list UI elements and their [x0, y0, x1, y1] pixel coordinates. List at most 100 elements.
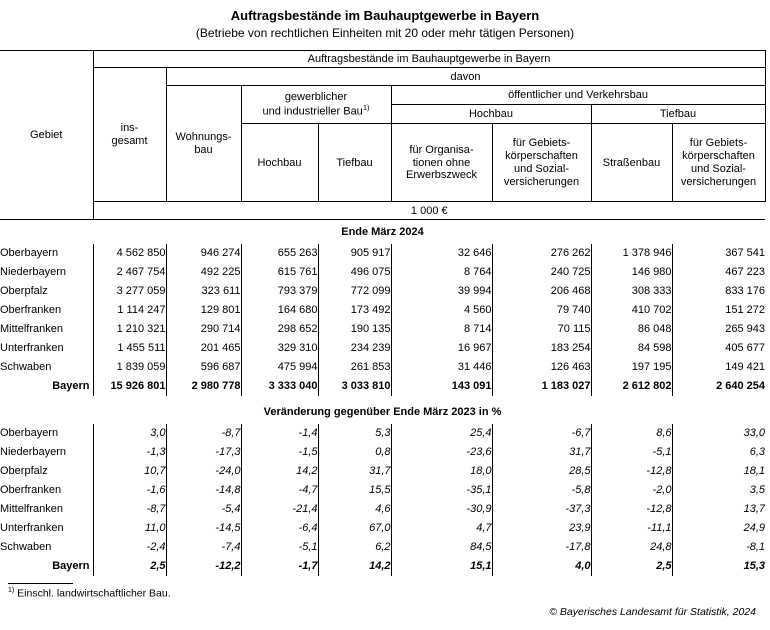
value-cell: 8,6: [591, 423, 673, 443]
table-row: Oberpfalz 10,7 -24,0 14,2 31,7 18,0 28,5 -12,8 1…: [0, 461, 766, 481]
value-cell: 4 560: [391, 300, 493, 320]
footnote-ref-icon: 1): [362, 103, 370, 113]
value-cell: 206 468: [492, 281, 592, 301]
footnote-text: Einschl. landwirtschaftlicher Bau.: [17, 587, 171, 600]
value-cell: 2,5: [93, 556, 167, 576]
value-cell: 18,1: [743, 465, 766, 478]
value-cell: 146 980: [591, 262, 673, 282]
value-cell: 772 099: [318, 281, 392, 301]
value-cell: 23,9: [492, 518, 592, 538]
value-cell: -37,3: [492, 499, 592, 519]
header-gebiet: Gebiet: [0, 50, 94, 221]
value-cell: -7,4: [166, 537, 242, 557]
value-cell: 84 598: [591, 338, 673, 358]
value-cell: 183 254: [492, 338, 592, 358]
header-hochbau-group: Hochbau: [391, 104, 592, 125]
value-cell: -2,0: [591, 480, 673, 500]
header-span-title: Auftragsbestände im Bauhauptgewerbe in B…: [93, 50, 766, 69]
table-row: Bayern 2,5 -12,2 -1,7 14,2 15,1 4,0 2,5 15,3: [0, 556, 765, 576]
region-label: Niederbayern: [0, 442, 94, 462]
value-cell: 323 611: [166, 281, 242, 301]
value-cell: 3,5: [749, 484, 766, 497]
value-cell: 290 714: [166, 319, 242, 339]
value-cell: 173 492: [318, 300, 392, 320]
value-cell: 39 994: [391, 281, 493, 301]
value-cell: 197 195: [591, 357, 673, 377]
region-label: Oberpfalz: [0, 461, 94, 481]
value-cell: -12,8: [591, 499, 673, 519]
value-cell: 15,1: [391, 556, 493, 576]
table-body: Gebiet Auftragsbestände im Bauhauptgewer…: [0, 50, 766, 576]
value-cell: 33,0: [743, 427, 766, 440]
region-label: Oberpfalz: [0, 281, 94, 301]
value-cell: 946 274: [166, 243, 242, 263]
value-cell: 4,6: [318, 499, 392, 519]
value-cell: -6,4: [241, 518, 319, 538]
value-cell: 1 839 059: [93, 357, 167, 377]
value-cell: 265 943: [725, 323, 766, 336]
value-cell: -8,1: [746, 541, 766, 554]
region-label: Oberbayern: [0, 243, 94, 263]
value-cell: 24,8: [591, 537, 673, 557]
value-cell: -1,5: [241, 442, 319, 462]
value-cell: 329 310: [241, 338, 319, 358]
table-row: Oberfranken -1,6 -14,8 -4,7 15,5 -35,1 -5,8 -2,…: [0, 480, 766, 500]
value-cell: 151 272: [725, 304, 766, 317]
value-cell: -4,7: [241, 480, 319, 500]
value-cell: 240 725: [492, 262, 592, 282]
table-row: Oberpfalz 3 277 059 323 611 793 379 772 099 3…: [0, 281, 766, 301]
value-cell: 11,0: [93, 518, 167, 538]
section-heading: Ende März 2024: [341, 226, 424, 239]
value-cell: 3,0: [93, 423, 167, 443]
value-cell: -5,1: [241, 537, 319, 557]
value-cell: 2 467 754: [93, 262, 167, 282]
value-cell: 4,0: [492, 556, 592, 576]
value-cell: -21,4: [241, 499, 319, 519]
header-unit: 1 000 €: [93, 201, 766, 221]
value-cell: 615 761: [241, 262, 319, 282]
footnote: 1) Einschl. landwirtschaftlicher Bau.: [8, 587, 770, 600]
value-cell: -6,7: [492, 423, 592, 443]
value-cell: -1,3: [93, 442, 167, 462]
region-label: Schwaben: [0, 537, 94, 557]
section-heading: Veränderung gegenüber Ende März 2023 in …: [263, 406, 502, 419]
value-cell: 3 277 059: [93, 281, 167, 301]
report-title: Auftragsbestände im Bauhauptgewerbe in B…: [230, 8, 540, 23]
value-cell: 4,7: [391, 518, 493, 538]
value-cell: 261 853: [318, 357, 392, 377]
header-tiefbau-group: Tiefbau: [591, 104, 766, 125]
orders-table: Gebiet Auftragsbestände im Bauhauptgewer…: [0, 50, 766, 576]
value-cell: 496 075: [318, 262, 392, 282]
value-cell: -5,1: [591, 442, 673, 462]
value-cell: 308 333: [591, 281, 673, 301]
table-row: Oberbayern 4 562 850 946 274 655 263 905 917…: [0, 243, 765, 263]
value-cell: 1 114 247: [93, 300, 167, 320]
value-cell: -23,6: [391, 442, 493, 462]
table-row: Oberbayern 3,0 -8,7 -1,4 5,3 25,4 -6,7 8,6 33,0: [0, 423, 766, 443]
value-cell: -8,7: [93, 499, 167, 519]
table-row: Mittelfranken -8,7 -5,4 -21,4 4,6 -30,9 -37,3-…: [0, 499, 765, 519]
value-cell: -2,4: [93, 537, 167, 557]
value-cell: -35,1: [391, 480, 493, 500]
value-cell: 833 176: [725, 285, 766, 298]
value-cell: 1 455 511: [93, 338, 167, 358]
value-cell: 86 048: [591, 319, 673, 339]
report-subtitle: (Betriebe von rechtlichen Einheiten mit …: [195, 26, 575, 41]
value-cell: 79 740: [492, 300, 592, 320]
value-cell: 190 135: [318, 319, 392, 339]
value-cell: 234 239: [318, 338, 392, 358]
value-cell: 2 612 802: [591, 376, 673, 396]
region-label: Schwaben: [0, 357, 94, 377]
header-leaf-strassenbau: Straßenbau: [591, 123, 673, 203]
value-cell: -14,5: [166, 518, 242, 538]
value-cell: 0,8: [318, 442, 392, 462]
value-cell: 596 687: [166, 357, 242, 377]
table-row: Niederbayern 2 467 754 492 225 615 761 496 0…: [0, 262, 765, 282]
value-cell: 8 714: [391, 319, 493, 339]
table-row: Bayern 15 926 801 2 980 778 3 333 040 3 033 …: [0, 376, 765, 396]
header-leaf-tiefbau: Tiefbau: [318, 123, 392, 203]
value-cell: 14,2: [318, 556, 392, 576]
header-leaf-hochbau: Hochbau: [241, 123, 319, 203]
value-cell: 32 646: [391, 243, 493, 263]
